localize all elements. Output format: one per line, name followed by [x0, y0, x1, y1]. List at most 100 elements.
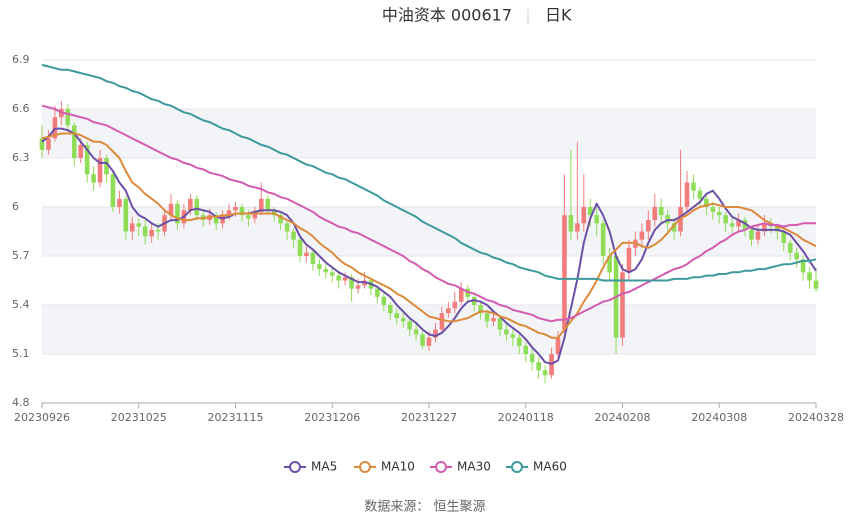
candle-body	[575, 223, 580, 232]
candle-body	[742, 220, 748, 230]
ma-line	[41, 63, 817, 282]
candle-body	[787, 242, 793, 253]
candle-body	[813, 280, 819, 289]
x-tick-label: 20240208	[595, 411, 651, 424]
ma-line	[41, 127, 817, 365]
candle-body	[252, 211, 258, 219]
candle-body	[317, 264, 322, 270]
x-tick-label: 20231206	[304, 411, 360, 424]
candle-body	[529, 354, 535, 363]
legend-item[interactable]: MA60	[506, 460, 567, 474]
candle-body	[542, 370, 548, 376]
candle-body	[78, 144, 83, 158]
candle-body	[497, 318, 503, 330]
legend-label: MA60	[533, 460, 567, 474]
candle-body	[123, 198, 129, 232]
candle-body	[646, 220, 651, 232]
x-tick-label: 20240118	[498, 411, 554, 424]
candle-body	[652, 207, 658, 221]
candle-body	[149, 229, 154, 237]
candle-body	[188, 198, 193, 211]
candle-body	[239, 207, 245, 216]
y-tick-label: 6.6	[12, 102, 30, 115]
candle-body	[297, 239, 303, 256]
candle-body	[517, 337, 522, 346]
candle-body	[291, 231, 296, 240]
candle-body	[716, 211, 722, 216]
candle-body	[510, 334, 516, 338]
candle-body	[394, 313, 400, 319]
candle-body	[671, 223, 677, 232]
y-tick-label: 4.8	[12, 396, 30, 409]
candle-body	[355, 285, 361, 289]
candle-body	[342, 277, 348, 281]
candle-body	[794, 252, 799, 260]
candle-body	[323, 269, 329, 273]
candle-body	[246, 215, 251, 219]
legend-item[interactable]: MA5	[284, 460, 337, 474]
chart-title: 中油资本 000617	[382, 6, 512, 25]
candle-body	[600, 223, 606, 256]
candle-body	[117, 198, 122, 207]
candle-body	[504, 329, 509, 335]
x-tick-label: 20231115	[208, 411, 264, 424]
candle-body	[142, 226, 148, 237]
candle-body	[639, 231, 645, 240]
candle-body	[800, 259, 806, 273]
candle-body	[523, 345, 529, 354]
candle-body	[265, 198, 271, 211]
candle-body	[39, 138, 45, 150]
candle-body	[407, 321, 412, 330]
candle-body	[491, 318, 496, 322]
candle-body	[130, 223, 135, 232]
candle-body	[568, 215, 574, 232]
ma-line	[41, 104, 816, 323]
y-tick-label: 6.9	[12, 53, 30, 66]
candle-body	[65, 109, 71, 126]
candle-body	[426, 337, 432, 346]
candle-body	[607, 256, 612, 273]
candle-body	[213, 215, 219, 224]
candle-body	[658, 207, 664, 216]
candle-body	[807, 272, 812, 281]
ma-line	[41, 132, 817, 339]
candle-body	[168, 203, 174, 216]
candle-body	[710, 207, 716, 212]
x-tick-label: 20231227	[401, 411, 457, 424]
candle-body	[136, 223, 142, 227]
x-tick-label: 20230926	[14, 411, 70, 424]
candle-body	[781, 231, 787, 243]
candle-body	[46, 138, 51, 150]
candle-body	[381, 296, 387, 305]
candle-body	[194, 198, 200, 216]
candle-body	[388, 305, 393, 314]
candle-body	[375, 288, 380, 297]
candle-body	[284, 223, 290, 232]
candle-body	[484, 313, 490, 322]
candle-body	[594, 215, 599, 224]
candle-body	[581, 207, 587, 224]
candle-body	[587, 207, 593, 216]
legend-marker	[289, 461, 301, 473]
candle-body	[71, 125, 77, 158]
y-tick-label: 6	[12, 200, 19, 213]
legend-item[interactable]: MA10	[354, 460, 415, 474]
candle-body	[762, 223, 767, 232]
candle-body	[736, 220, 741, 227]
legend-item[interactable]: MA30	[430, 460, 491, 474]
x-tick-label: 20240308	[691, 411, 747, 424]
y-tick-label: 6.3	[12, 151, 30, 164]
candle-body	[697, 190, 703, 199]
candle-body	[278, 215, 283, 224]
candle-body	[555, 337, 561, 354]
legend-marker	[511, 461, 523, 473]
y-tick-label: 5.1	[12, 347, 30, 360]
chart-subtitle: 日K	[545, 6, 572, 25]
candle-body	[755, 231, 761, 240]
candle-body	[349, 277, 354, 289]
candle-body	[259, 198, 264, 212]
candle-body	[446, 308, 451, 314]
candle-body	[626, 247, 632, 273]
